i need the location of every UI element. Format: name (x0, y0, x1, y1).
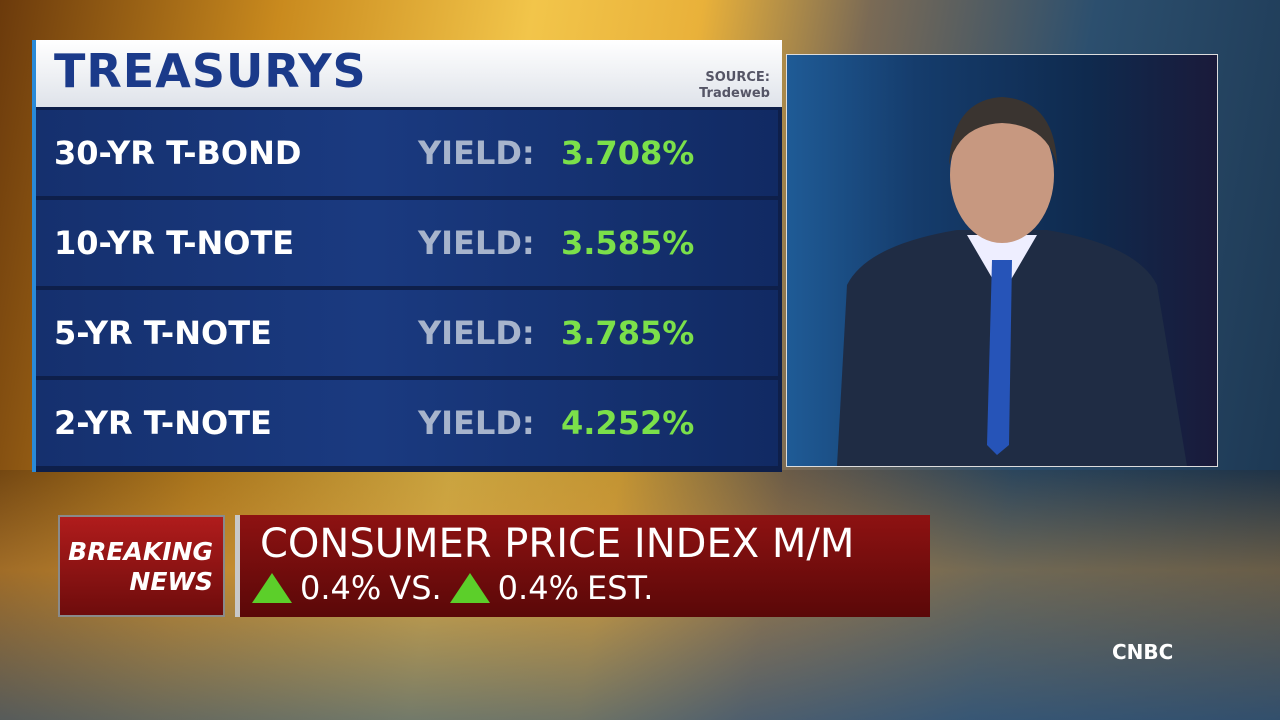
yield-row: 2-YR T-NOTE YIELD: 4.252% (36, 380, 778, 466)
headline-title: CONSUMER PRICE INDEX M/M (260, 521, 855, 567)
panel-title: TREASURYS (54, 44, 367, 98)
yield-value: 3.585% (561, 224, 695, 262)
up-arrow (252, 573, 292, 603)
security-name: 2-YR T-NOTE (54, 404, 272, 442)
headline-detail: 0.4% VS. 0.4% EST. (252, 569, 653, 607)
security-name: 5-YR T-NOTE (54, 314, 272, 352)
suit (837, 230, 1187, 466)
anchor-video (786, 54, 1218, 467)
versus: VS. (389, 569, 442, 607)
panel-header: TREASURYS SOURCE: Tradeweb (36, 40, 782, 107)
actual: 0.4% (300, 569, 382, 607)
news-text: NEWS (129, 567, 213, 596)
network-logo: CNBC (1112, 640, 1174, 664)
breaking-news-badge: BREAKING NEWS (58, 515, 225, 617)
treasury-panel: TREASURYS SOURCE: Tradeweb 30-YR T-BOND Y… (32, 40, 782, 472)
yield-value: 4.252% (561, 404, 695, 442)
yield-label: YIELD: (418, 224, 535, 262)
yield-row: 30-YR T-BOND YIELD: 3.708% (36, 110, 778, 196)
source: Tradeweb (699, 86, 770, 101)
headline-bar: CONSUMER PRICE INDEX M/M 0.4% VS. 0.4% E… (235, 515, 930, 617)
hair (949, 97, 1057, 165)
yield-row: 10-YR T-NOTE YIELD: 3.585% (36, 200, 778, 286)
yield-value: 3.708% (561, 134, 695, 172)
face (950, 107, 1054, 243)
estimate-label: EST. (586, 569, 654, 607)
up-arrow (449, 573, 490, 603)
source-label: SOURCE: (705, 70, 770, 85)
security-name: 30-YR T-BOND (54, 134, 302, 172)
estimate: 0.4% (497, 569, 579, 607)
yield-label: YIELD: (418, 314, 535, 352)
tie (987, 260, 1012, 455)
breaking-text: BREAKING (68, 537, 213, 566)
yield-label: YIELD: (418, 134, 535, 172)
security-name: 10-YR T-NOTE (54, 224, 295, 262)
anchor-figure (837, 97, 1187, 466)
yield-value: 3.785% (561, 314, 695, 352)
yield-label: YIELD: (418, 404, 535, 442)
yield-row: 5-YR T-NOTE YIELD: 3.785% (36, 290, 778, 376)
